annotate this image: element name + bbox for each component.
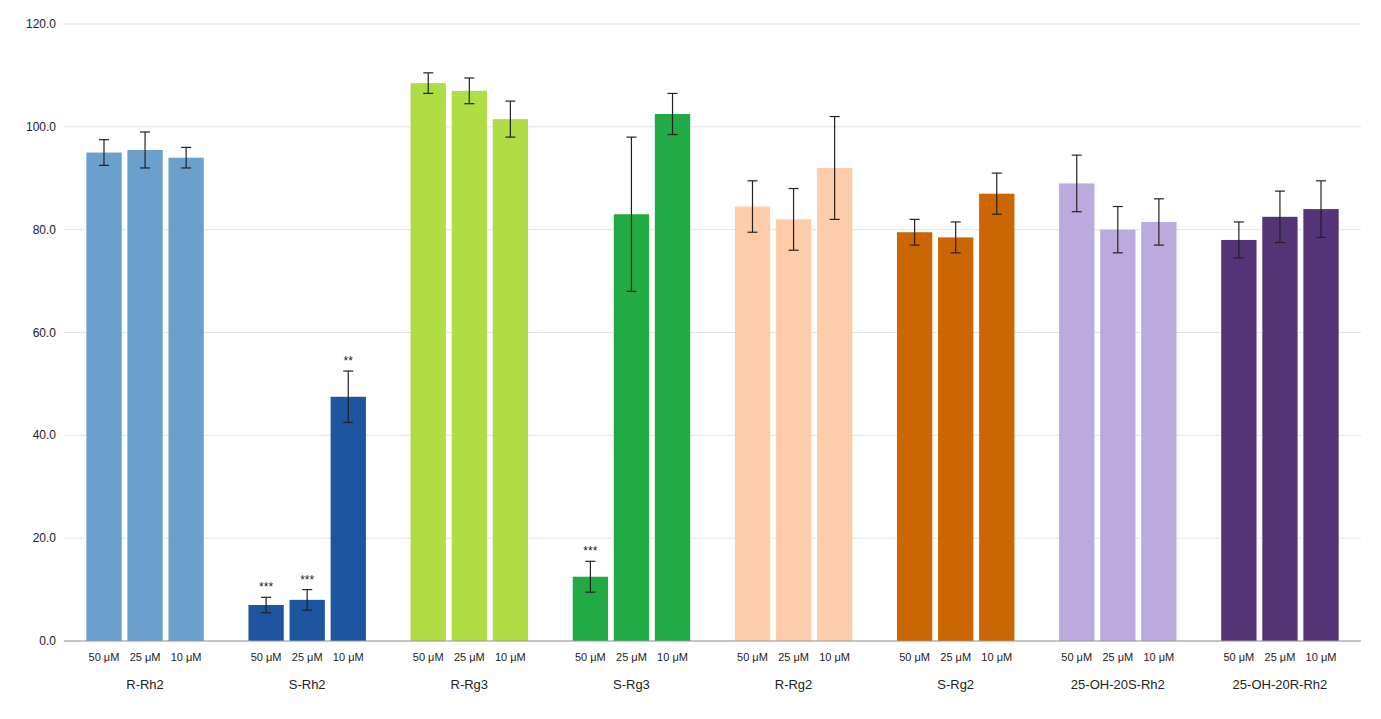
dose-label: 25 μM xyxy=(616,651,647,663)
error-bar xyxy=(1316,181,1326,238)
bar xyxy=(735,207,770,641)
bar xyxy=(938,237,973,641)
y-axis: 0.0 20.0 40.0 60.0 80.0 100.0 120.0 xyxy=(26,17,56,648)
bar xyxy=(776,219,811,641)
bar xyxy=(1100,230,1135,641)
dose-label: 25 μM xyxy=(292,651,323,663)
bar xyxy=(1303,209,1338,641)
bar xyxy=(86,153,121,641)
dose-label: 25 μM xyxy=(454,651,485,663)
error-bar xyxy=(747,181,757,232)
bars xyxy=(86,73,1338,641)
error-bar xyxy=(302,590,312,611)
bar xyxy=(127,150,162,641)
dose-label: 10 μM xyxy=(333,651,364,663)
error-bar xyxy=(910,219,920,245)
error-bar xyxy=(951,222,961,253)
error-bar xyxy=(505,101,515,137)
dose-label: 50 μM xyxy=(575,651,606,663)
error-bar xyxy=(1234,222,1244,258)
dose-label: 50 μM xyxy=(413,651,444,663)
bar xyxy=(817,168,852,641)
error-bar xyxy=(992,173,1002,214)
bar xyxy=(493,119,528,641)
bar xyxy=(331,397,366,641)
dose-label: 10 μM xyxy=(1306,651,1337,663)
dose-label: 10 μM xyxy=(171,651,202,663)
dose-label: 50 μM xyxy=(1223,651,1254,663)
group-label: S-Rg3 xyxy=(613,677,650,692)
group-label: 25-OH-20R-Rh2 xyxy=(1233,677,1328,692)
chart-svg: 0.0 20.0 40.0 60.0 80.0 100.0 120.0 50 μM 25 μM 1… xyxy=(0,0,1381,719)
y-tick-label: 0.0 xyxy=(39,634,56,648)
dose-label: 25 μM xyxy=(1102,651,1133,663)
bar xyxy=(655,114,690,641)
bar xyxy=(168,158,203,641)
grid-line xyxy=(64,641,1361,642)
error-bar xyxy=(99,140,109,166)
dose-label: 10 μM xyxy=(495,651,526,663)
bar xyxy=(1262,217,1297,641)
error-bar xyxy=(423,73,433,94)
y-tick-label: 100.0 xyxy=(26,120,56,134)
group-label: R-Rg3 xyxy=(451,677,489,692)
annotation: ** xyxy=(344,354,354,368)
error-bar xyxy=(343,371,353,422)
grid-line xyxy=(64,126,1361,127)
error-bar xyxy=(140,132,150,168)
error-bar xyxy=(1072,155,1082,212)
chart-container: 0.0 20.0 40.0 60.0 80.0 100.0 120.0 50 μM 25 μM 1… xyxy=(0,0,1381,719)
group-label: R-Rg2 xyxy=(775,677,813,692)
bar xyxy=(897,232,932,641)
error-bar xyxy=(1113,207,1123,253)
annotation: *** xyxy=(583,544,597,558)
y-tick-label: 40.0 xyxy=(33,428,57,442)
error-bar xyxy=(1154,199,1164,245)
annotation: *** xyxy=(259,580,273,594)
x-axis-line xyxy=(64,641,1361,642)
error-bar xyxy=(1275,191,1285,242)
error-bar xyxy=(464,78,474,104)
y-tick-label: 80.0 xyxy=(33,223,57,237)
group-label: S-Rg2 xyxy=(937,677,974,692)
group-label: S-Rh2 xyxy=(289,677,326,692)
bar xyxy=(1141,222,1176,641)
dose-label: 25 μM xyxy=(940,651,971,663)
dose-label: 25 μM xyxy=(130,651,161,663)
error-bar xyxy=(668,93,678,134)
error-bar xyxy=(830,117,840,220)
error-bar xyxy=(261,597,271,612)
annotation: *** xyxy=(300,573,314,587)
bar xyxy=(411,83,446,641)
bar xyxy=(979,194,1014,641)
error-bar xyxy=(626,137,636,291)
error-bar xyxy=(181,147,191,168)
y-tick-label: 20.0 xyxy=(33,531,57,545)
dose-label: 50 μM xyxy=(89,651,120,663)
group-label: 25-OH-20S-Rh2 xyxy=(1071,677,1165,692)
group-label: R-Rh2 xyxy=(126,677,164,692)
y-tick-label: 60.0 xyxy=(33,326,57,340)
dose-label: 50 μM xyxy=(251,651,282,663)
y-tick-label: 120.0 xyxy=(26,17,56,31)
dose-label: 10 μM xyxy=(981,651,1012,663)
dose-label: 25 μM xyxy=(778,651,809,663)
error-bar xyxy=(789,189,799,251)
dose-label: 10 μM xyxy=(819,651,850,663)
dose-label: 10 μM xyxy=(1143,651,1174,663)
dose-label: 50 μM xyxy=(1061,651,1092,663)
bar xyxy=(1059,183,1094,641)
error-bar xyxy=(585,561,595,592)
bar xyxy=(452,91,487,641)
grid-line xyxy=(64,24,1361,25)
grid xyxy=(64,24,1361,641)
dose-label: 25 μM xyxy=(1265,651,1296,663)
dose-label: 50 μM xyxy=(899,651,930,663)
dose-label: 10 μM xyxy=(657,651,688,663)
dose-label: 50 μM xyxy=(737,651,768,663)
bar xyxy=(1221,240,1256,641)
